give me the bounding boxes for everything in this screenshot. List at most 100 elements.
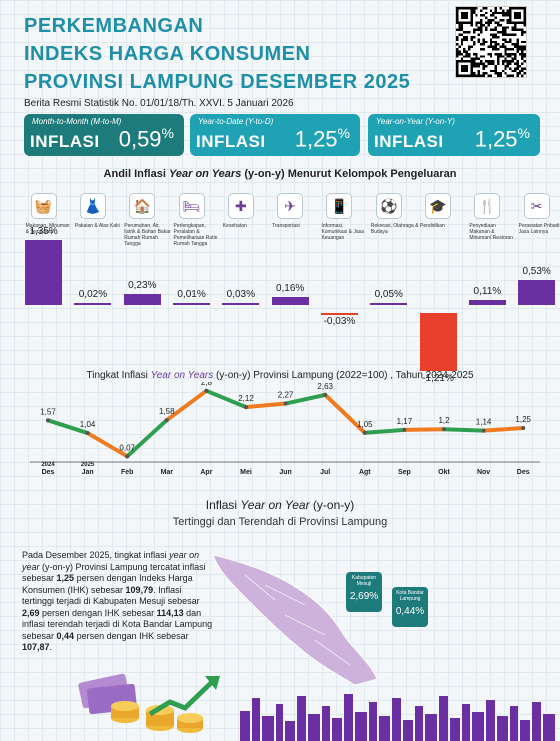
house-icon: 🏠 bbox=[129, 193, 156, 219]
phone-icon: 📱 bbox=[326, 193, 353, 219]
paragraph-segment: 109,79 bbox=[125, 584, 154, 595]
trend-point bbox=[85, 431, 90, 436]
bar-value-label: 0,02% bbox=[78, 289, 108, 300]
bar-value-label: 1,35% bbox=[29, 226, 58, 238]
trend-segment bbox=[204, 388, 248, 410]
paragraph-segment: year on year bbox=[22, 550, 200, 572]
category-label: Informasi, Komunikasi & Jasa Keuangan bbox=[321, 223, 364, 241]
bar-value-label: 0,01% bbox=[177, 289, 206, 300]
trend-point bbox=[362, 430, 367, 435]
bar-value-label: 0,16% bbox=[275, 283, 305, 295]
bar-value-label: 0,53% bbox=[522, 265, 551, 277]
arrow-head-icon bbox=[205, 676, 220, 690]
andil-bar bbox=[271, 297, 309, 305]
paragraph-segment: (y-on-y) Provinsi Lampung tercatat infla… bbox=[22, 561, 206, 584]
regional-section-title: Inflasi Year on Year (y-on-y) bbox=[205, 498, 355, 512]
bar-value-label: 0,05% bbox=[374, 288, 403, 300]
trend-segment bbox=[125, 418, 169, 459]
trend-segment bbox=[164, 388, 209, 423]
andil-bar bbox=[320, 313, 358, 315]
andil-bar bbox=[419, 313, 457, 372]
andil-section-title: Andil Inflasi Year on Years (y-on-y) Men… bbox=[103, 168, 457, 180]
trend-x-label: Des bbox=[517, 469, 530, 476]
paragraph-segment: Pada Desember 2025, tingkat inflasi bbox=[22, 550, 170, 560]
trend-x-label: Apr bbox=[200, 469, 212, 476]
trend-point bbox=[204, 388, 209, 393]
medkit-icon: ✚ bbox=[227, 193, 254, 219]
trend-segment bbox=[244, 401, 288, 410]
trend-point bbox=[244, 405, 248, 410]
paragraph-segment: 0,44 bbox=[56, 630, 75, 641]
trend-point bbox=[283, 401, 288, 406]
release-subtitle: Berita Resmi Statistik No. 01/01/18/Th. … bbox=[24, 98, 294, 109]
paragraph-segment: . bbox=[49, 642, 53, 652]
regional-section-subtitle: Tertinggi dan Terendah di Provinsi Lampu… bbox=[172, 516, 388, 528]
trend-x-label: Jan bbox=[82, 469, 94, 476]
category-label: Pakaian & Alas Kaki bbox=[74, 223, 120, 229]
category-label: Perumahan, Air, listrik & Bahan Bakar Ru… bbox=[124, 223, 171, 247]
trend-x-label: Sep bbox=[398, 469, 411, 476]
category-label: Perlengkapan, Peralatan & Pemeliharaan R… bbox=[173, 223, 218, 247]
city-skyline-icon bbox=[240, 694, 555, 741]
trend-x-label: Mei bbox=[240, 469, 252, 476]
bar-value-label: 0,03% bbox=[226, 289, 256, 300]
andil-bar bbox=[370, 302, 408, 305]
pin-label: Kota Bandar Lampung bbox=[396, 590, 424, 602]
map-borders bbox=[244, 574, 351, 666]
bed-icon: 🛏 bbox=[178, 193, 205, 219]
trend-x-label: Agt bbox=[359, 469, 371, 476]
card-value: 1,25% bbox=[474, 124, 530, 151]
plane-icon: ✈ bbox=[277, 193, 304, 219]
trend-x-label: Des bbox=[42, 469, 55, 476]
card-period: Year-on-Year (Y-on-Y) bbox=[376, 117, 455, 126]
pin-kota-bandar-lampung: Kota Bandar Lampung 0,44% bbox=[392, 587, 428, 627]
paragraph-segment: 1,25 bbox=[56, 573, 75, 583]
title-line-2: INDEKS HARGA KONSUMEN bbox=[24, 43, 311, 65]
trend-segment bbox=[362, 427, 407, 435]
paragraph-segment: persen dengan IHK sebesar bbox=[74, 630, 189, 641]
card-period: Month-to-Month (M-to-M) bbox=[32, 117, 122, 126]
trend-segment bbox=[323, 392, 367, 435]
trend-x-label: Jun bbox=[279, 469, 291, 476]
trend-value-label: 1,14 bbox=[476, 418, 492, 427]
trend-point bbox=[164, 418, 169, 423]
bar-value-label: 0,11% bbox=[473, 285, 502, 297]
trend-segment bbox=[481, 426, 526, 433]
category-label: Penyediaan Makanan & Minuman/ Restoran bbox=[469, 223, 513, 241]
trend-point bbox=[442, 427, 446, 432]
title-line-3: PROVINSI LAMPUNG DESEMBER 2025 bbox=[24, 71, 411, 93]
trend-value-label: 1,58 bbox=[159, 407, 175, 416]
title-line-1: PERKEMBANGAN bbox=[24, 15, 204, 37]
paragraph-segment: persen dengan Indeks Harga Konsumen (IHK… bbox=[22, 573, 193, 595]
ytd-inflation-card: Year-to-Date (Y-to-D) INFLASI 1,25% bbox=[190, 114, 360, 156]
page-title: PERKEMBANGAN INDEKS HARGA KONSUMEN PROVI… bbox=[24, 12, 410, 96]
card-label: INFLASI bbox=[374, 132, 444, 151]
pin-kabupaten-mesuji: Kabupaten Mesuji 2,69% bbox=[346, 572, 382, 612]
trend-arrow-icon bbox=[148, 680, 214, 717]
trend-value-label: 2,27 bbox=[278, 391, 294, 400]
trend-value-label: 1,25 bbox=[515, 415, 531, 424]
sport-icon: ⚽ bbox=[375, 193, 402, 219]
card-period: Year-to-Date (Y-to-D) bbox=[198, 117, 274, 126]
trend-point bbox=[323, 392, 328, 397]
trend-value-label: 1,17 bbox=[397, 417, 413, 426]
trend-x-label: Jul bbox=[320, 469, 330, 476]
trend-x-label: Feb bbox=[121, 469, 133, 476]
qr-code-icon[interactable] bbox=[455, 6, 527, 78]
dress-icon: 👗 bbox=[79, 193, 106, 219]
trend-segment bbox=[85, 431, 130, 459]
trend-value-label: 2,8 bbox=[201, 382, 213, 387]
bar-value-label: 0,23% bbox=[128, 279, 157, 291]
mtm-inflation-card: Month-to-Month (M-to-M) INFLASI 0,59% bbox=[24, 114, 184, 156]
category-label: Pendidikan bbox=[420, 223, 445, 229]
category-label: Makanan, Minuman & Tembakau bbox=[25, 223, 70, 235]
paragraph-segment: persen dengan IHK sebesar bbox=[39, 607, 157, 618]
category-label: Kesehatan bbox=[222, 223, 247, 229]
pin-value: 2,69% bbox=[349, 591, 379, 602]
trend-point bbox=[481, 428, 486, 433]
bar-value-label: -0,03% bbox=[323, 316, 356, 328]
trend-segment bbox=[283, 392, 328, 406]
trend-value-label: 1,57 bbox=[40, 407, 56, 416]
pin-label: Kabupaten Mesuji bbox=[351, 575, 377, 587]
